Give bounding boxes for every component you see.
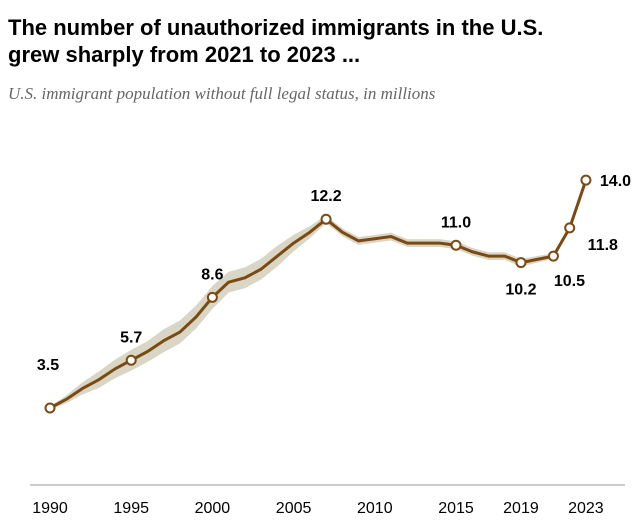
data-label: 10.5: [554, 273, 585, 290]
data-label: 14.0: [600, 173, 631, 190]
x-tick-label: 2000: [195, 500, 231, 517]
title-line-2: grew sharply from 2021 to 2023 ...: [8, 42, 361, 67]
data-point-marker: [580, 174, 592, 186]
data-point-marker: [450, 239, 462, 251]
x-tick-label: 2015: [438, 500, 474, 517]
data-label: 11.0: [441, 214, 471, 231]
x-tick-label: 1990: [32, 500, 68, 517]
data-label: 12.2: [311, 188, 342, 205]
title-line-1: The number of unauthorized immigrants in…: [8, 15, 544, 40]
data-point-marker: [564, 222, 576, 234]
x-tick-label: 2023: [568, 500, 604, 517]
data-point-marker: [44, 402, 56, 414]
data-label: 11.8: [588, 237, 618, 254]
data-point-marker: [320, 213, 332, 225]
data-point-marker: [515, 257, 527, 269]
data-label: 3.5: [37, 357, 59, 374]
data-point-marker: [547, 250, 559, 262]
chart-title: The number of unauthorized immigrants in…: [8, 14, 543, 68]
data-label: 10.2: [505, 282, 536, 299]
series-line: [49, 179, 588, 410]
data-point-marker: [125, 354, 137, 366]
data-point-marker: [206, 291, 218, 303]
x-tick-label: 2019: [503, 500, 539, 517]
data-label: 5.7: [120, 329, 142, 346]
x-tick-label: 2005: [276, 500, 312, 517]
data-label: 8.6: [201, 266, 223, 283]
x-tick-label: 2010: [357, 500, 393, 517]
chart-subtitle: U.S. immigrant population without full l…: [8, 84, 436, 103]
x-tick-label: 1995: [113, 500, 149, 517]
